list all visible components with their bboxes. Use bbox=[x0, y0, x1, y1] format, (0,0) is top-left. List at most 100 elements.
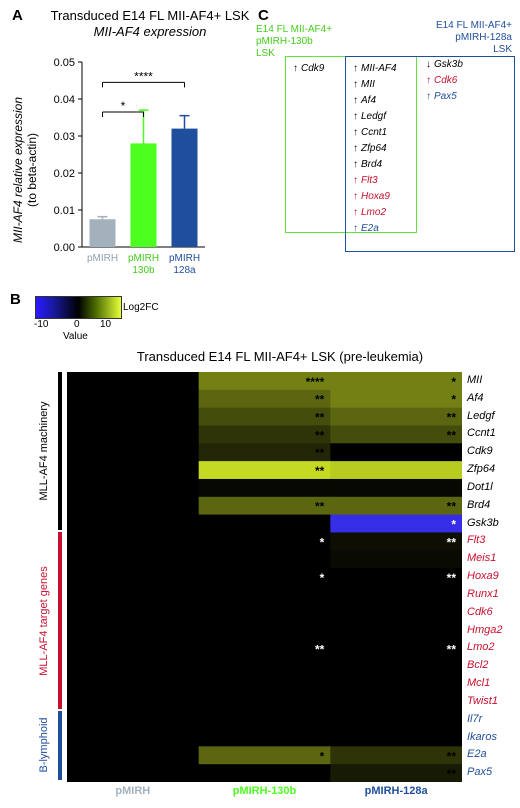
venn-blue-label: E14 FL MII-AF4+ pMIRH-128a LSK bbox=[436, 20, 512, 56]
heatmap-row-label: Zfp64 bbox=[467, 463, 496, 476]
venn-blue-label-line2: pMIRH-128a bbox=[455, 32, 512, 43]
heatmap-cell bbox=[67, 496, 200, 516]
heatmap-cell bbox=[67, 532, 200, 551]
heatmap-cell bbox=[67, 372, 200, 391]
heatmap-cell bbox=[330, 532, 462, 551]
group-label-targets: MLL-AF4 target genes bbox=[38, 565, 50, 676]
gene-name: Ccnt1 bbox=[361, 127, 388, 138]
heatmap-cell bbox=[330, 585, 462, 605]
significance-mark: ** bbox=[315, 428, 325, 442]
heatmap-cell bbox=[198, 657, 331, 676]
heatmap-row-label: Ccnt1 bbox=[467, 427, 496, 440]
bar-y-tick-label: 0.05 bbox=[54, 57, 75, 69]
heatmap-row-label: Bcl2 bbox=[467, 659, 489, 672]
bar-category-label: 130b bbox=[132, 265, 155, 276]
arrow-icon: ↑ bbox=[426, 75, 431, 86]
venn-overlap-item: ↑ Brd4 bbox=[353, 157, 397, 173]
significance-mark: * bbox=[451, 518, 456, 532]
panel-a-title: Transduced E14 FL MII-AF4+ LSK MII-AF4 e… bbox=[30, 8, 270, 40]
venn-green-label: E14 FL MII-AF4+ pMIRH-130b LSK bbox=[256, 24, 332, 60]
heatmap-row-label: Meis1 bbox=[467, 552, 497, 565]
venn-blue-only-item: ↑ Cdk6 bbox=[426, 73, 463, 89]
bar-y-tick-label: 0.01 bbox=[54, 205, 75, 217]
heatmap-cell bbox=[330, 461, 462, 480]
gene-name: MII bbox=[361, 79, 375, 90]
gene-name: Cdk6 bbox=[434, 75, 458, 86]
heatmap-cell bbox=[198, 514, 331, 533]
group-label-lymphoid: B-lymphoid bbox=[38, 717, 50, 773]
heatmap-row-label: Hmga2 bbox=[467, 623, 503, 636]
heatmap-cell bbox=[330, 443, 462, 462]
significance-mark: * bbox=[320, 749, 325, 763]
heatmap-cell bbox=[198, 425, 331, 444]
heatmap-row-label: Dot1l bbox=[467, 480, 493, 493]
bar-chart-ylabel-line2: (to beta-actin) bbox=[25, 133, 39, 207]
heatmap-cell bbox=[330, 746, 462, 765]
bar bbox=[171, 128, 198, 247]
heatmap-cell bbox=[330, 372, 462, 391]
heatmap-row-label: Lmo2 bbox=[467, 641, 495, 654]
group-label-machinery: MLL-AF4 machinery bbox=[38, 401, 50, 501]
heatmap-cell bbox=[67, 746, 200, 765]
heatmap-cell bbox=[67, 675, 200, 694]
venn-green-label-line3: LSK bbox=[256, 48, 275, 59]
heatmap-cell bbox=[330, 478, 462, 498]
bar-y-tick-label: 0.02 bbox=[54, 168, 75, 180]
venn-blue-only-list: ↓ Gsk3b ↑ Cdk6 ↑ Pax5 bbox=[426, 57, 463, 105]
heatmap-cell bbox=[330, 692, 462, 712]
arrow-icon: ↑ bbox=[353, 223, 358, 234]
heatmap-cell bbox=[198, 692, 331, 712]
heatmap-cell bbox=[67, 407, 200, 426]
significance-mark: **** bbox=[306, 375, 325, 389]
arrow-icon: ↑ bbox=[353, 143, 358, 154]
heatmap-cell bbox=[67, 728, 200, 747]
significance-mark: * bbox=[451, 393, 456, 407]
significance-mark: ** bbox=[447, 411, 457, 425]
heatmap-cell bbox=[330, 675, 462, 694]
venn-green-only-list: ↑ Cdk9 bbox=[293, 61, 324, 77]
heatmap-cell bbox=[330, 639, 462, 658]
heatmap-cell bbox=[198, 478, 331, 498]
significance-mark: ** bbox=[447, 749, 457, 763]
heatmap-cell bbox=[67, 603, 200, 623]
bar-chart-ylabel-line1: MII-AF4 relative expression bbox=[11, 97, 25, 243]
arrow-icon: ↑ bbox=[353, 207, 358, 218]
heatmap-cell bbox=[198, 728, 331, 747]
venn-blue-label-line1: E14 FL MII-AF4+ bbox=[435, 20, 512, 31]
significance-mark: * bbox=[320, 571, 325, 585]
group-bar-targets bbox=[58, 532, 62, 709]
heatmap-row-label: Hoxa9 bbox=[467, 570, 499, 583]
heatmap-cell bbox=[198, 675, 331, 694]
heatmap-cell bbox=[67, 621, 200, 640]
venn-blue-box bbox=[345, 56, 515, 252]
gene-name: Gsk3b bbox=[434, 59, 463, 70]
heatmap-cell bbox=[330, 710, 462, 730]
significance-mark: ** bbox=[447, 571, 457, 585]
heatmap-cell bbox=[330, 603, 462, 623]
heatmap-cell bbox=[198, 532, 331, 551]
heatmap-cell bbox=[198, 746, 331, 765]
significance-mark: ** bbox=[447, 535, 457, 549]
arrow-icon: ↑ bbox=[353, 127, 358, 138]
heatmap-row-label: Il7r bbox=[467, 712, 483, 725]
heatmap-cell bbox=[198, 568, 331, 587]
group-bar-lymphoid-visible bbox=[58, 710, 62, 780]
arrow-icon: ↑ bbox=[353, 191, 358, 202]
colorbar-tick-0: 0 bbox=[74, 319, 80, 330]
gene-name: Hoxa9 bbox=[361, 191, 390, 202]
heatmap-cell bbox=[67, 478, 200, 498]
significance-label: * bbox=[121, 99, 126, 113]
heatmap-column-label: pMIRH-130b bbox=[232, 785, 297, 797]
heatmap-row-label: Cdk6 bbox=[467, 605, 493, 618]
heatmap-cell bbox=[67, 550, 200, 569]
heatmap-cell bbox=[67, 710, 200, 730]
arrow-icon: ↑ bbox=[293, 63, 298, 74]
bar-category-label: pMIRH bbox=[128, 253, 159, 264]
significance-mark: ** bbox=[315, 642, 325, 656]
heatmap-cell bbox=[67, 389, 200, 409]
heatmap-cell bbox=[330, 550, 462, 569]
significance-mark: ** bbox=[447, 500, 457, 514]
bar bbox=[130, 143, 157, 247]
heatmap-cell bbox=[330, 657, 462, 676]
heatmap-cell bbox=[67, 657, 200, 676]
